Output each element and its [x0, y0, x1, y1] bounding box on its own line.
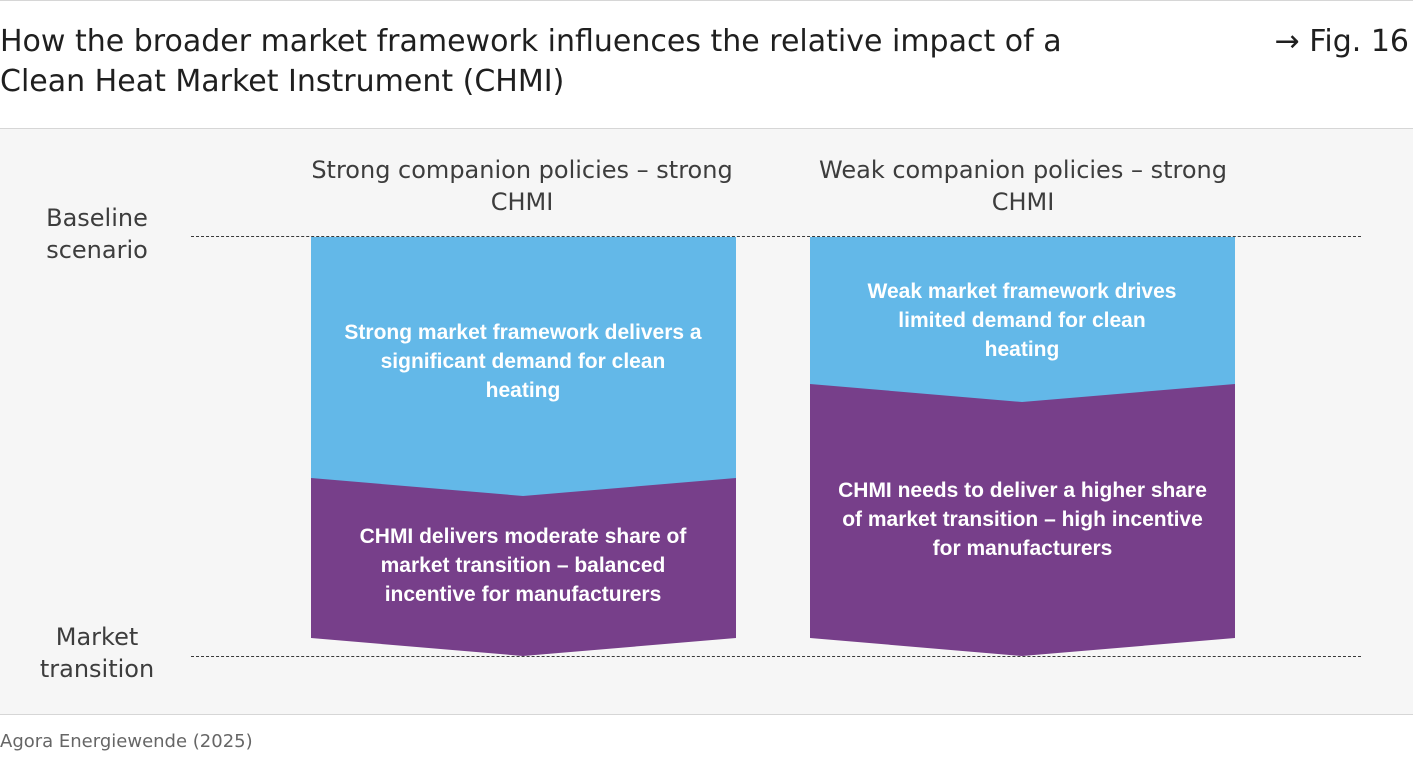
col2-lower-text: CHMI needs to deliver a higher share of … — [838, 479, 1207, 560]
col1-lower-shape — [311, 478, 736, 656]
row-label-market-transition: Market transition — [39, 623, 155, 683]
source-note: Agora Energiewende (2025) — [0, 731, 253, 752]
col1-upper-text: Strong market framework delivers a signi… — [344, 321, 702, 402]
figure-reference[interactable]: → Fig. 16 — [1274, 24, 1409, 59]
row-label-baseline: Baseline scenario — [46, 204, 148, 264]
market-transition-dashed-line — [191, 656, 1361, 657]
figure-title: How the broader market framework influen… — [0, 24, 1062, 99]
col1-upper-shape — [311, 237, 736, 496]
top-rule — [0, 0, 1413, 1]
column-heading-weak: Weak companion policies – strong CHMI — [819, 156, 1227, 216]
column-heading-strong: Strong companion policies – strong CHMI — [311, 156, 733, 216]
baseline-dashed-line — [191, 236, 1361, 237]
col2-upper-text: Weak market framework drives limited dem… — [867, 280, 1177, 361]
col1-lower-text: CHMI delivers moderate share of market t… — [359, 525, 687, 606]
col2-lower-shape — [810, 384, 1235, 656]
col2-upper-shape — [810, 237, 1235, 402]
